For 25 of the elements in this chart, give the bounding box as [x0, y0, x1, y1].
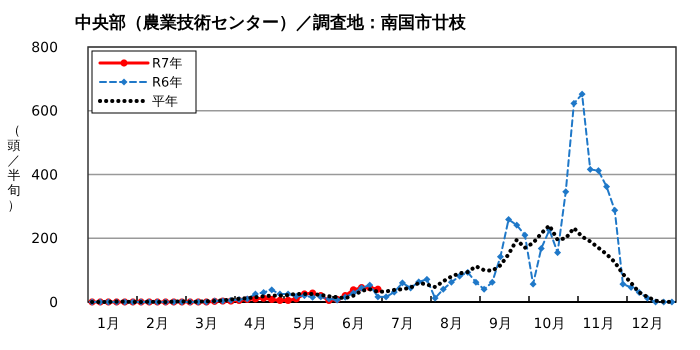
legend-label: R7年	[152, 56, 182, 72]
x-tick-label: 9月	[488, 316, 512, 332]
x-tick-label: 12月	[632, 316, 664, 332]
legend-label: R6年	[152, 76, 182, 91]
chart-title: 中央部（農業技術センター）／調査地：南国市廿枝	[75, 13, 467, 33]
x-tick-label: 4月	[244, 316, 267, 332]
y-tick-label: 200	[31, 231, 58, 248]
y-tick-label: 0	[49, 294, 58, 311]
x-tick-label: 10月	[534, 316, 566, 332]
x-tick-label: 8月	[440, 316, 463, 332]
x-tick-label: 11月	[582, 316, 614, 332]
y-tick-label: 800	[31, 40, 58, 56]
point	[268, 296, 276, 304]
x-tick-label: 1月	[96, 316, 120, 332]
y-tick-label: 600	[31, 104, 58, 120]
x-tick-label: 6月	[342, 316, 365, 332]
legend-label: 平年	[152, 94, 178, 110]
x-tick-label: 3月	[194, 316, 218, 332]
x-tick-label: 2月	[146, 316, 169, 332]
x-tick-label: 5月	[292, 316, 316, 332]
point	[284, 296, 292, 304]
y-tick-label: 400	[31, 167, 58, 184]
point	[276, 296, 284, 304]
y-axis-title: （頭／半旬）	[8, 124, 20, 214]
x-tick-label: 7月	[390, 316, 414, 332]
